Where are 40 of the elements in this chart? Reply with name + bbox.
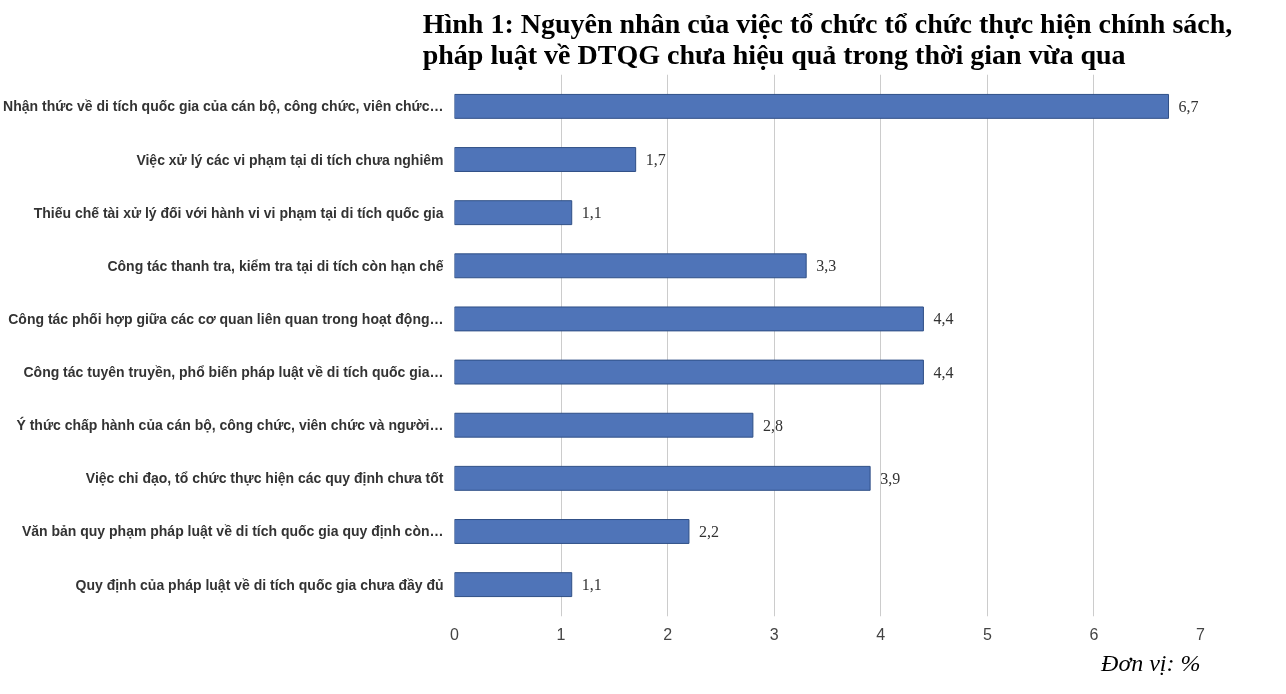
bar (454, 93, 1170, 119)
x-tick-label: 1 (556, 625, 566, 643)
x-tick-label: 2 (663, 625, 673, 643)
chart-title: Hình 1: Nguyên nhân của việc tổ chức tổ chức thực hiện chính sách, pháp luật về DTQG chưa hiệu quả trong thời gian vừa qua (422, 7, 1233, 70)
bar (454, 519, 690, 544)
data-label: 1,7 (645, 151, 666, 169)
bar (454, 200, 573, 226)
y-tick-label: Công tác thanh tra, kiểm tra tại di tích còn hạn chế (107, 257, 444, 274)
x-tick-label: 3 (769, 625, 779, 643)
data-label: 1,1 (581, 576, 602, 594)
bar (454, 359, 924, 385)
y-tick-label: Quy định của pháp luật về di tích quốc gia chưa đầy đủ (75, 576, 444, 593)
data-label: 2,2 (698, 522, 719, 540)
data-label: 3,9 (880, 469, 901, 487)
x-tick-label: 4 (876, 625, 886, 643)
y-tick-label: Việc xử lý các vi phạm tại di tích chưa nghiêm (136, 151, 444, 168)
x-tick-label: 5 (982, 625, 992, 643)
y-tick-label: Việc chỉ đạo, tổ chức thực hiện các quy định chưa tốt (85, 470, 444, 487)
y-tick-label: Văn bản quy phạm pháp luật về di tích quốc gia quy định còn… (21, 523, 444, 540)
bar (454, 412, 754, 438)
y-tick-label: Thiếu chế tài xử lý đối với hành vi vi phạm tại di tích quốc gia (33, 204, 444, 221)
y-tick-label: Công tác tuyên truyền, phổ biến pháp luật về di tích quốc gia… (23, 364, 444, 381)
x-tick-label: 6 (1089, 625, 1099, 643)
y-tick-label: Ý thức chấp hành của cán bộ, công chức, viên chức và người… (16, 416, 444, 434)
data-label: 2,8 (762, 416, 783, 434)
x-tick-label: 7 (1196, 625, 1206, 643)
bar (454, 253, 807, 279)
bar (454, 572, 573, 598)
data-label: 6,7 (1178, 97, 1199, 115)
bar (454, 306, 924, 332)
y-tick-label: Nhận thức về di tích quốc gia của cán bộ, công chức, viên chức… (3, 98, 444, 115)
y-tick-label: Công tác phối hợp giữa các cơ quan liên quan trong hoạt động… (8, 310, 444, 327)
data-label: 4,4 (933, 363, 954, 381)
bar (454, 147, 637, 172)
data-label: 3,3 (816, 257, 837, 275)
text: Đơn vị: % (1100, 649, 1201, 676)
data-label: 4,4 (933, 310, 954, 328)
data-label: 1,1 (581, 204, 602, 222)
x-tick-label: 0 (450, 625, 460, 643)
bar (454, 465, 871, 491)
